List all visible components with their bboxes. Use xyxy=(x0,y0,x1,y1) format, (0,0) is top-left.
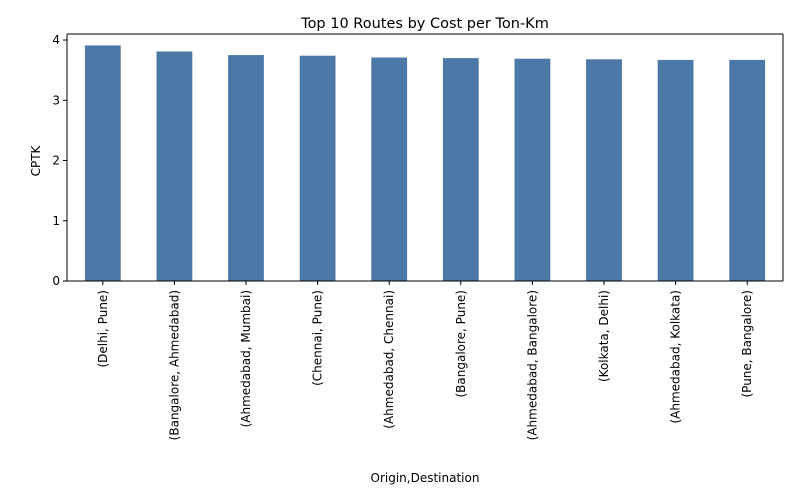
x-tick-label: (Ahmedabad, Kolkata) xyxy=(669,290,683,424)
x-tick-label: (Bangalore, Pune) xyxy=(454,290,468,398)
chart-title: Top 10 Routes by Cost per Ton-Km xyxy=(300,16,549,32)
bar-1 xyxy=(84,45,121,281)
bar-10 xyxy=(729,59,766,281)
bar-2 xyxy=(156,51,193,281)
y-axis: 0 1 2 3 4 xyxy=(52,33,67,288)
x-tick-label: (Kolkata, Delhi) xyxy=(597,290,611,382)
bar-6 xyxy=(442,58,479,281)
bars-group xyxy=(84,45,766,282)
x-axis: (Delhi, Pune) (Bangalore, Ahmedabad) (Ahme… xyxy=(96,281,754,440)
bar-7 xyxy=(514,58,551,282)
bar-9 xyxy=(657,59,694,281)
x-tick-label: (Ahmedabad, Bangalore) xyxy=(525,290,539,440)
y-tick-label: 0 xyxy=(52,274,60,288)
x-tick-label: (Chennai, Pune) xyxy=(311,290,325,386)
x-tick-label: (Ahmedabad, Mumbai) xyxy=(239,290,253,427)
y-tick-label: 1 xyxy=(52,214,60,228)
bar-4 xyxy=(299,55,336,281)
y-axis-label: CPTK xyxy=(29,144,43,176)
bar-3 xyxy=(228,55,264,282)
x-tick-label: (Delhi, Pune) xyxy=(96,290,110,368)
x-tick-label: (Bangalore, Ahmedabad) xyxy=(167,290,181,440)
y-tick-label: 2 xyxy=(52,154,60,168)
bar-5 xyxy=(371,57,408,282)
bar-8 xyxy=(586,59,622,281)
x-tick-label: (Pune, Bangalore) xyxy=(740,290,754,398)
y-tick-label: 4 xyxy=(52,33,60,47)
y-tick-label: 3 xyxy=(52,93,60,107)
x-tick-label: (Ahmedabad, Chennai) xyxy=(382,290,396,429)
x-axis-label: Origin,Destination xyxy=(371,471,480,485)
